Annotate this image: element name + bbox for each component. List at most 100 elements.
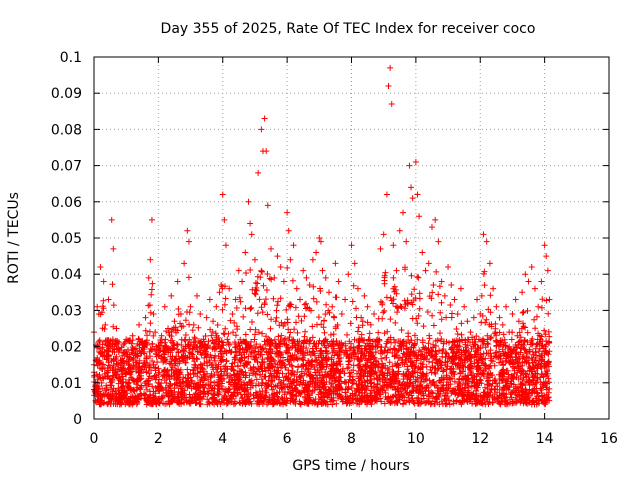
- data-point: [345, 271, 352, 278]
- data-point: [174, 278, 181, 285]
- data-point: [139, 339, 146, 346]
- y-tick-label: 0.1: [60, 50, 82, 66]
- data-point: [325, 289, 332, 296]
- y-tick-label: 0: [73, 412, 82, 428]
- y-tick-label: 0.06: [51, 195, 82, 211]
- data-point: [235, 267, 242, 274]
- data-point: [111, 339, 118, 346]
- y-tick-label: 0.09: [51, 86, 82, 102]
- data-point: [194, 292, 200, 299]
- data-point: [221, 216, 228, 223]
- x-tick-label: 8: [347, 431, 356, 447]
- data-point: [390, 242, 397, 249]
- data-point: [525, 278, 532, 285]
- data-point: [197, 311, 204, 318]
- data-point: [108, 216, 115, 223]
- data-point: [393, 267, 400, 274]
- data-point: [297, 296, 303, 303]
- data-point: [102, 321, 109, 328]
- data-point: [490, 285, 497, 292]
- data-point: [403, 238, 410, 245]
- data-point: [210, 318, 217, 325]
- x-tick-label: 0: [90, 431, 99, 447]
- data-point: [408, 184, 415, 191]
- data-point: [416, 213, 423, 220]
- data-point: [438, 278, 445, 285]
- axis-ticks: [93, 56, 610, 420]
- data-point: [303, 274, 310, 281]
- data-point: [113, 325, 120, 332]
- data-point: [316, 235, 323, 241]
- data-point: [181, 260, 188, 267]
- data-point: [464, 318, 471, 325]
- data-point: [380, 231, 387, 238]
- data-point: [478, 292, 485, 299]
- data-point: [414, 191, 421, 198]
- x-tick-label: 2: [154, 431, 163, 447]
- data-point: [216, 289, 223, 296]
- data-point: [448, 282, 455, 289]
- data-point: [509, 311, 516, 318]
- data-point: [232, 296, 239, 303]
- data-point: [206, 296, 213, 303]
- data-point: [322, 274, 329, 281]
- data-point: [387, 64, 394, 71]
- y-tick-label: 0.03: [51, 303, 82, 319]
- data-point: [496, 314, 503, 321]
- data-point: [184, 227, 191, 234]
- data-point: [364, 303, 371, 310]
- data-point: [116, 347, 123, 354]
- data-point: [351, 260, 358, 267]
- data-point: [94, 303, 101, 310]
- data-point: [354, 285, 361, 292]
- data-point: [383, 191, 390, 198]
- data-point: [105, 296, 112, 303]
- data-point: [519, 289, 526, 296]
- x-tick-labels: 0 2 4 6 8 10 12 14 16: [90, 431, 618, 447]
- data-point: [515, 318, 522, 325]
- data-point: [123, 336, 130, 343]
- data-point: [185, 238, 192, 245]
- data-point: [406, 162, 413, 169]
- data-point: [239, 278, 246, 285]
- data-point: [377, 245, 384, 252]
- x-tick-label: 6: [283, 431, 292, 447]
- data-point: [258, 126, 265, 133]
- data-point: [306, 282, 313, 289]
- data-point: [538, 278, 545, 285]
- data-point: [242, 249, 249, 256]
- data-point: [342, 296, 349, 303]
- data-point: [329, 303, 336, 310]
- data-point: [493, 303, 500, 310]
- x-tick-label: 12: [471, 431, 489, 447]
- data-point: [247, 220, 254, 227]
- data-point: [374, 336, 381, 343]
- data-point: [213, 303, 220, 310]
- data-point: [222, 242, 229, 249]
- data-point: [255, 169, 262, 176]
- y-tick-label: 0.05: [51, 231, 82, 247]
- data-point: [467, 329, 474, 336]
- data-point: [187, 303, 194, 310]
- data-point: [512, 296, 519, 303]
- data-point: [293, 285, 300, 292]
- data-point: [177, 311, 184, 318]
- data-point: [171, 318, 178, 325]
- data-point: [543, 253, 550, 260]
- data-point: [313, 249, 320, 256]
- data-point: [100, 278, 107, 285]
- data-point: [168, 292, 175, 299]
- y-tick-label: 0.02: [51, 340, 82, 356]
- data-point: [95, 311, 102, 318]
- data-point: [428, 224, 435, 231]
- data-point: [150, 311, 157, 318]
- y-tick-label: 0.04: [51, 267, 82, 283]
- data-point: [338, 311, 345, 318]
- data-point: [371, 311, 378, 318]
- data-point: [483, 238, 490, 245]
- data-point: [274, 253, 281, 260]
- data-point: [461, 303, 468, 310]
- data-point: [287, 256, 294, 263]
- data-point: [271, 274, 278, 281]
- data-point: [142, 314, 149, 321]
